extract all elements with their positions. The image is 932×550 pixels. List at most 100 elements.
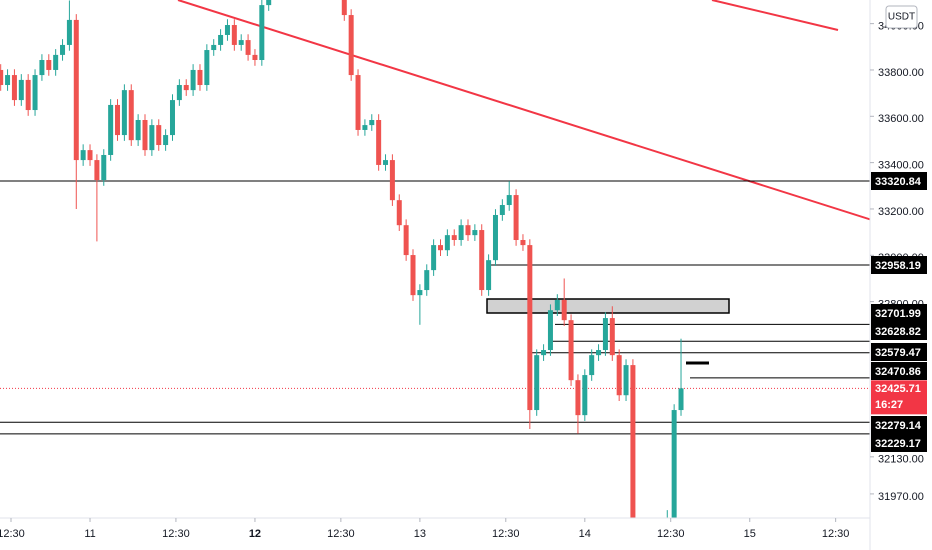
y-tick-label: 33600.00 (878, 113, 924, 125)
level-label: 32701.99 (875, 308, 921, 320)
candle-body (101, 154, 107, 181)
candle-body (0, 69, 4, 86)
candle-body (541, 350, 547, 356)
candle-body (176, 85, 182, 101)
candle-body (596, 350, 602, 356)
candle-body (431, 245, 437, 271)
candle-body (108, 104, 114, 155)
candle-body (644, 540, 649, 545)
candle-body (403, 225, 409, 256)
candle-body (499, 205, 505, 215)
currency-badge[interactable] (885, 5, 918, 29)
candle-body (238, 40, 244, 45)
candle-body (362, 125, 368, 130)
candle-body (341, 0, 347, 16)
candle-body (39, 60, 45, 76)
candle-body (561, 300, 567, 321)
candle-body (163, 135, 169, 146)
candle-body (602, 318, 608, 351)
candle-body (678, 388, 684, 411)
y-tick-label: 33200.00 (878, 206, 924, 218)
last-price-label: 32425.71 (875, 383, 921, 395)
y-tick-label: 33800.00 (878, 67, 924, 79)
candle-body (671, 410, 677, 518)
candle-body (121, 90, 127, 136)
candle-body (190, 69, 196, 91)
candle-body (25, 79, 31, 111)
candle-body (520, 240, 526, 246)
candle-body (135, 120, 141, 141)
x-tick-label: 15 (744, 528, 756, 540)
candle-body (575, 380, 581, 416)
level-label-box (871, 343, 927, 361)
x-tick-label: 12:30 (0, 528, 25, 540)
level-label-box (871, 322, 927, 340)
x-tick-label: 14 (579, 528, 591, 540)
candle-body (197, 69, 203, 86)
candle-body (80, 150, 86, 161)
y-tick-label: 33400.00 (878, 160, 924, 172)
level-label: 32279.14 (875, 420, 922, 432)
candle-body (623, 365, 629, 396)
x-tick-label: 11 (84, 528, 95, 540)
candle-body (218, 34, 224, 45)
x-tick-label: 12:30 (822, 528, 850, 540)
candle-body (204, 50, 210, 86)
candle-body (53, 54, 59, 70)
candle-body (11, 75, 17, 101)
countdown: 16:27 (875, 399, 903, 411)
candle-body (582, 375, 588, 416)
candle-body (259, 5, 265, 61)
y-tick-label: 31970.00 (878, 491, 924, 503)
candle-body (5, 75, 11, 86)
candle-body (651, 535, 656, 545)
level-label-box (871, 416, 927, 434)
candle-body (472, 230, 478, 236)
level-label: 32579.47 (875, 347, 921, 359)
candle-body (568, 320, 574, 381)
level-label-box (871, 434, 927, 452)
candle-body (486, 260, 492, 291)
candle-body (142, 120, 148, 151)
candle-body (149, 125, 155, 151)
x-tick-label: 12:30 (162, 528, 190, 540)
x-tick-label: 12:30 (327, 528, 355, 540)
candle-body (87, 150, 93, 161)
level-label-box (871, 256, 927, 274)
candle-body (424, 270, 430, 291)
zone-box[interactable] (486, 298, 730, 314)
candle-body (637, 530, 642, 540)
candle-body (437, 245, 443, 251)
level-label: 32958.19 (875, 260, 921, 272)
candle-body (231, 25, 237, 45)
trend-line[interactable] (711, 0, 839, 31)
candle-body (224, 25, 230, 35)
plot-area (0, 0, 872, 545)
candle-body (369, 120, 375, 126)
candle-body (589, 355, 595, 376)
level-label-box (871, 362, 927, 380)
candle-body (183, 85, 189, 91)
currency: USDT (888, 12, 915, 23)
trend-line[interactable] (177, 0, 872, 221)
candle-body (492, 214, 498, 261)
candle-body (506, 195, 512, 206)
level-label: 32470.86 (875, 366, 921, 378)
candle-body (547, 310, 553, 351)
candle-body (46, 60, 52, 70)
candle-body (630, 365, 636, 518)
candle-body (479, 230, 485, 291)
candle-body (128, 90, 134, 141)
level-label: 32229.17 (875, 438, 921, 450)
candle-body (527, 245, 533, 411)
candle-body (94, 160, 100, 181)
candle-body (18, 79, 24, 101)
x-tick-label: 12:30 (657, 528, 685, 540)
candle-body (410, 255, 416, 296)
candle-body (609, 318, 615, 356)
candle-body (348, 15, 354, 76)
candle-body (513, 195, 519, 241)
candle-body (534, 355, 540, 411)
